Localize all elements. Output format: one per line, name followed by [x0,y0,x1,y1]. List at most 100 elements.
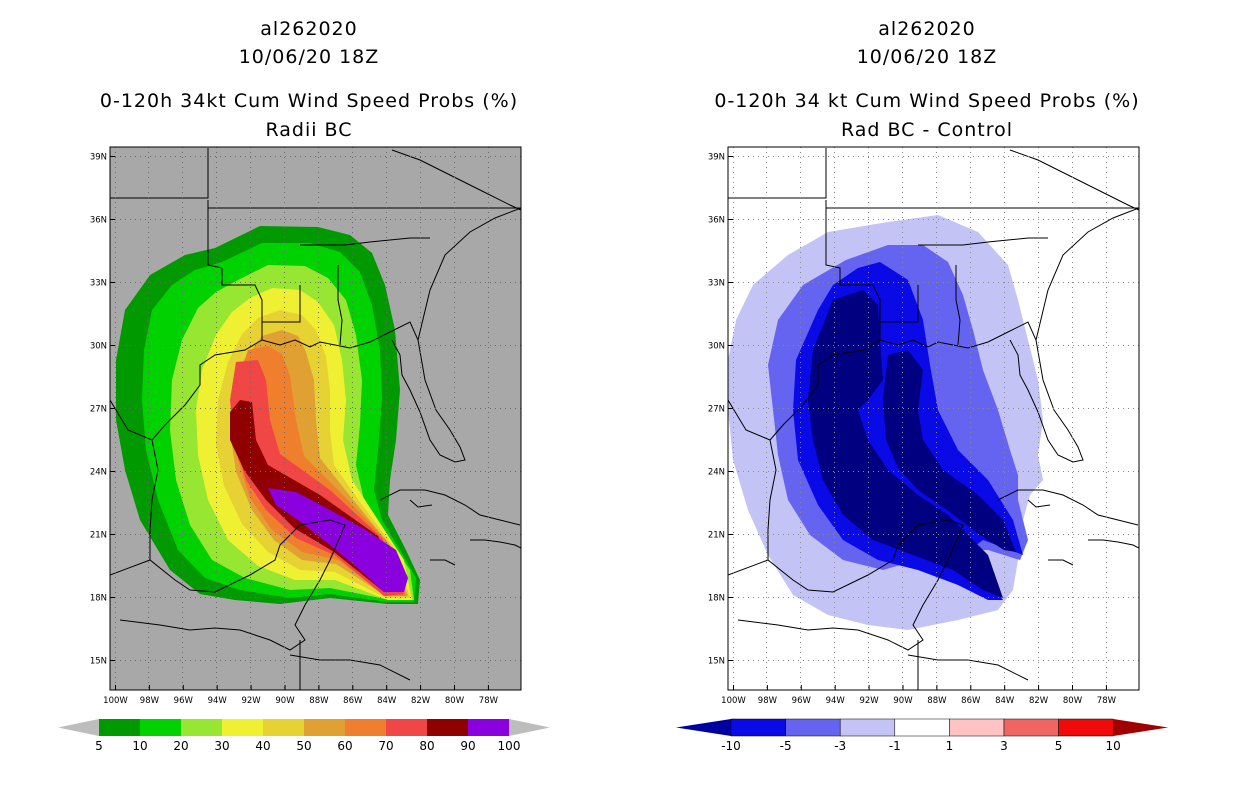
legend-swatch [785,718,841,737]
graticule [728,147,1139,690]
lon-tick-label: 78W [479,696,499,706]
storm-id: al262020 [260,18,358,40]
lat-tick-label: 27N [708,405,725,415]
contour-minus-10 [808,290,1003,598]
legend-swatch [839,718,896,737]
lon-tick-label: 80W [445,696,465,706]
lon-tick-label: 90W [275,696,295,706]
map-axes: 39N 36N 33N 30N 27N 24N 21N 18N 15N 100W 98W 96W 94W… [708,153,1117,707]
legend-label: -1 [889,739,901,753]
panel-title: 0-120h 34 kt Cum Wind Speed Probs (%) [714,90,1140,112]
lat-tick-label: 33N [90,279,107,289]
legend-label: 5 [1055,739,1063,753]
legend-arrow-low [676,719,731,736]
map-axes: 39N 36N 33N 30N 27N 24N 21N 18N 15N 100W 98W 96W 94W… [90,153,499,707]
lat-tick-label: 21N [708,531,725,541]
legend-label: 50 [296,739,311,753]
probability-contours [116,226,420,604]
lat-tick-label: 24N [708,468,725,478]
lat-tick-label: 24N [90,468,107,478]
lon-tick-label: 98W [140,696,160,706]
lon-tick-label: 88W [927,696,947,706]
color-legend: 5 10 20 30 40 50 60 70 80 90 100 [58,719,550,753]
legend-arrow-high [509,719,550,736]
legend-swatch [468,719,509,736]
contour-minus-10-band [883,350,1016,552]
date-label: 10/06/20 18Z [856,46,998,68]
storm-id: al262020 [878,18,976,40]
legend-label: 1 [946,739,954,753]
lon-tick-label: 84W [995,696,1015,706]
legend-arrow-low [58,719,99,736]
legend-swatch [894,718,950,737]
color-legend: -10 -5 -3 -1 1 3 5 10 [676,718,1169,753]
legend-label: -3 [834,739,846,753]
legend-swatch [949,718,1005,737]
panel-title: 0-120h 34kt Cum Wind Speed Probs (%) [99,90,519,112]
difference-panel: al262020 10/06/20 18Z 0-120h 34 kt Cum W… [618,0,1236,800]
lon-tick-label: 100W [721,696,746,706]
lon-tick-label: 88W [309,696,329,706]
lat-tick-label: 15N [90,657,107,667]
lat-tick-label: 36N [708,216,725,226]
lon-tick-label: 96W [174,696,194,706]
lon-tick-label: 80W [1063,696,1083,706]
lon-tick-label: 94W [208,696,228,706]
lat-tick-label: 30N [708,342,725,352]
lon-tick-label: 90W [893,696,913,706]
difference-contours [728,215,1043,630]
lat-tick-label: 33N [708,279,725,289]
legend-swatch [1058,718,1114,737]
lon-tick-label: 86W [343,696,363,706]
lon-tick-label: 84W [377,696,397,706]
legend-label: 10 [132,739,147,753]
legend-swatch [730,718,786,737]
legend-swatch [181,719,222,736]
legend-swatch [345,719,386,736]
coastlines [728,148,1139,690]
legend-label: -5 [780,739,792,753]
legend-label: 10 [1106,739,1121,753]
lat-tick-label: 18N [708,594,725,604]
legend-swatch [263,719,304,736]
lat-tick-label: 27N [90,405,107,415]
map-frame [727,146,1140,691]
legend-label: 90 [460,739,475,753]
difference-map-svg: 39N 36N 33N 30N 27N 24N 21N 18N 15N 100W 98W 96W 94W… [676,146,1169,753]
lon-tick-label: 82W [1029,696,1049,706]
lon-tick-label: 92W [859,696,879,706]
legend-label: 30 [214,739,229,753]
lat-tick-label: 18N [90,594,107,604]
panel-subtitle: Rad BC - Control [840,119,1014,141]
legend-label: 5 [95,739,103,753]
legend-swatch [1003,718,1059,737]
panel-subtitle: Radii BC [265,119,353,141]
legend-swatch [140,719,181,736]
probability-map-svg: 39N 36N 33N 30N 27N 24N 21N 18N 15N 100W 98W 96W 94W… [58,146,550,753]
lon-tick-label: 92W [241,696,261,706]
graticule [110,147,521,690]
legend-label: 100 [498,739,521,753]
lat-tick-label: 39N [708,153,725,163]
legend-label: 70 [378,739,393,753]
legend-label: 20 [173,739,188,753]
legend-label: 60 [337,739,352,753]
legend-swatch [99,719,140,736]
coastlines [110,148,521,690]
legend-swatch [222,719,263,736]
legend-label: 80 [419,739,434,753]
lon-tick-label: 98W [758,696,778,706]
lon-tick-label: 100W [103,696,128,706]
lat-tick-label: 21N [90,531,107,541]
lon-tick-label: 96W [792,696,812,706]
lon-tick-label: 82W [411,696,431,706]
legend-swatch [386,719,427,736]
date-label: 10/06/20 18Z [238,46,380,68]
lat-tick-label: 15N [708,657,725,667]
legend-swatch [427,719,468,736]
map-frame [109,146,522,691]
legend-label: 3 [1000,739,1008,753]
lat-tick-label: 39N [90,153,107,163]
legend-arrow-high [1113,719,1169,736]
lat-tick-label: 30N [90,342,107,352]
